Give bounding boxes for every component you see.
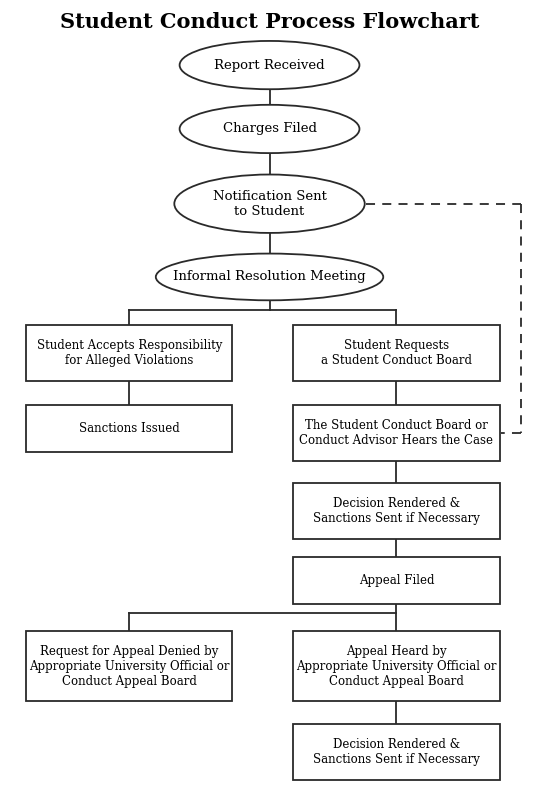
FancyBboxPatch shape [26, 406, 232, 452]
Ellipse shape [180, 41, 359, 90]
Text: Request for Appeal Denied by
Appropriate University Official or
Conduct Appeal B: Request for Appeal Denied by Appropriate… [29, 645, 230, 688]
FancyBboxPatch shape [293, 405, 500, 461]
FancyBboxPatch shape [293, 631, 500, 702]
FancyBboxPatch shape [293, 724, 500, 780]
Text: Appeal Filed: Appeal Filed [359, 574, 434, 587]
Ellipse shape [174, 174, 365, 233]
Text: Charges Filed: Charges Filed [223, 122, 316, 135]
Text: Informal Resolution Meeting: Informal Resolution Meeting [173, 270, 366, 283]
FancyBboxPatch shape [26, 326, 232, 382]
Text: Student Accepts Responsibility
for Alleged Violations: Student Accepts Responsibility for Alleg… [37, 339, 222, 367]
Text: The Student Conduct Board or
Conduct Advisor Hears the Case: The Student Conduct Board or Conduct Adv… [300, 418, 493, 446]
Text: Appeal Heard by
Appropriate University Official or
Conduct Appeal Board: Appeal Heard by Appropriate University O… [296, 645, 497, 688]
Text: Report Received: Report Received [214, 58, 325, 71]
Text: Student Conduct Process Flowchart: Student Conduct Process Flowchart [60, 12, 479, 32]
FancyBboxPatch shape [26, 631, 232, 702]
Ellipse shape [180, 105, 359, 153]
Text: Decision Rendered &
Sanctions Sent if Necessary: Decision Rendered & Sanctions Sent if Ne… [313, 738, 480, 766]
Ellipse shape [156, 254, 383, 300]
FancyBboxPatch shape [293, 482, 500, 538]
FancyBboxPatch shape [293, 326, 500, 382]
Text: Sanctions Issued: Sanctions Issued [79, 422, 180, 435]
FancyBboxPatch shape [293, 558, 500, 604]
Text: Decision Rendered &
Sanctions Sent if Necessary: Decision Rendered & Sanctions Sent if Ne… [313, 497, 480, 525]
Text: Student Requests
a Student Conduct Board: Student Requests a Student Conduct Board [321, 339, 472, 367]
Text: Notification Sent
to Student: Notification Sent to Student [213, 190, 327, 218]
